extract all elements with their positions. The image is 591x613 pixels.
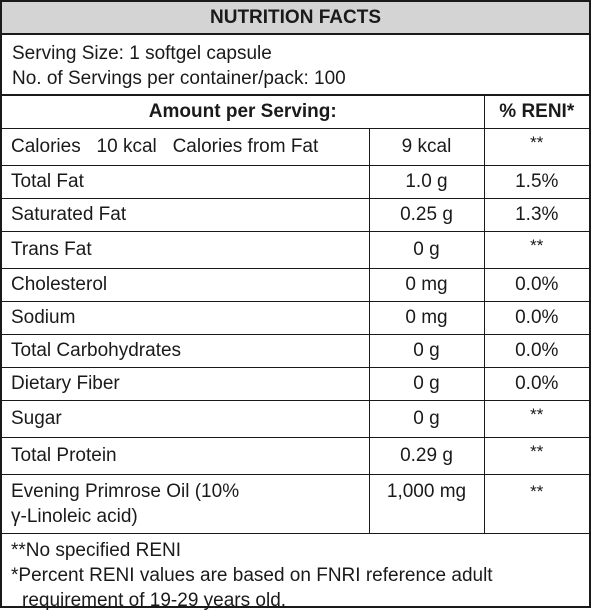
table-row: Total Fat 1.0 g 1.5% [2, 165, 589, 199]
nutrient-name: Sugar [2, 400, 370, 438]
nutrient-reni: ** [483, 474, 589, 534]
nutrient-table: Amount per Serving: % RENI* Calories 10 … [2, 96, 589, 534]
nutrient-amount: 1,000 mg [368, 474, 485, 534]
label-title: NUTRITION FACTS [2, 2, 589, 35]
footnotes: **No specified RENI *Percent RENI values… [2, 534, 589, 613]
amount-per-serving-header: Amount per Serving: [2, 96, 485, 129]
nutrient-name: Sodium [2, 301, 370, 335]
table-row: Sugar 0 g ** [2, 400, 589, 438]
table-row: Calories 10 kcal Calories from Fat 9 kca… [2, 128, 589, 166]
table-row: Sodium 0 mg 0.0% [2, 301, 589, 335]
nutrient-amount: 0 g [368, 231, 485, 269]
table-row: Cholesterol 0 mg 0.0% [2, 268, 589, 302]
footnote-reni-basis-cont: requirement of 19-29 years old. [22, 590, 287, 611]
nutrient-name: Calories 10 kcal Calories from Fat [2, 128, 370, 166]
table-row: Evening Primrose Oil (10% γ-Linoleic aci… [2, 474, 589, 534]
nutrient-reni: 1.3% [483, 198, 589, 232]
nutrient-name: Cholesterol [2, 268, 370, 302]
nutrient-reni: ** [483, 437, 589, 475]
nutrient-amount: 1.0 g [368, 165, 485, 199]
nutrient-reni: ** [483, 128, 589, 166]
table-row: Saturated Fat 0.25 g 1.3% [2, 198, 589, 232]
nutrient-amount: 9 kcal [368, 128, 485, 166]
serving-size: Serving Size: 1 softgel capsule [12, 43, 272, 64]
nutrient-amount: 0.29 g [368, 437, 485, 475]
table-row: Trans Fat 0 g ** [2, 231, 589, 269]
reni-header: % RENI* [483, 96, 589, 129]
serving-info: Serving Size: 1 softgel capsule No. of S… [2, 35, 589, 96]
nutrient-name-line1: Evening Primrose Oil (10% [11, 481, 240, 502]
table-row: Dietary Fiber 0 g 0.0% [2, 367, 589, 401]
nutrient-amount: 0 mg [368, 301, 485, 335]
nutrient-name: Saturated Fat [2, 198, 370, 232]
nutrient-amount: 0.25 g [368, 198, 485, 232]
nutrient-reni: 0.0% [483, 268, 589, 302]
nutrient-name-line2: γ-Linoleic acid) [11, 506, 138, 527]
footnote-no-reni: **No specified RENI [11, 540, 182, 561]
nutrient-name: Evening Primrose Oil (10% γ-Linoleic aci… [2, 474, 370, 534]
nutrient-reni: 0.0% [483, 367, 589, 401]
nutrient-name: Total Fat [2, 165, 370, 199]
nutrient-name: Total Protein [2, 437, 370, 475]
nutrient-reni: 1.5% [483, 165, 589, 199]
nutrient-reni: 0.0% [483, 334, 589, 368]
nutrient-name: Trans Fat [2, 231, 370, 269]
nutrient-reni: ** [483, 231, 589, 269]
nutrient-name: Dietary Fiber [2, 367, 370, 401]
servings-per-container: No. of Servings per container/pack: 100 [12, 68, 346, 89]
nutrient-amount: 0 mg [368, 268, 485, 302]
table-header-row: Amount per Serving: % RENI* [2, 96, 589, 129]
nutrient-reni: ** [483, 400, 589, 438]
footnote-reni-basis: *Percent RENI values are based on FNRI r… [11, 565, 493, 586]
nutrient-name: Total Carbohydrates [2, 334, 370, 368]
table-row: Total Protein 0.29 g ** [2, 437, 589, 475]
table-row: Total Carbohydrates 0 g 0.0% [2, 334, 589, 368]
nutrient-reni: 0.0% [483, 301, 589, 335]
nutrient-amount: 0 g [368, 400, 485, 438]
nutrient-amount: 0 g [368, 334, 485, 368]
nutrient-amount: 0 g [368, 367, 485, 401]
